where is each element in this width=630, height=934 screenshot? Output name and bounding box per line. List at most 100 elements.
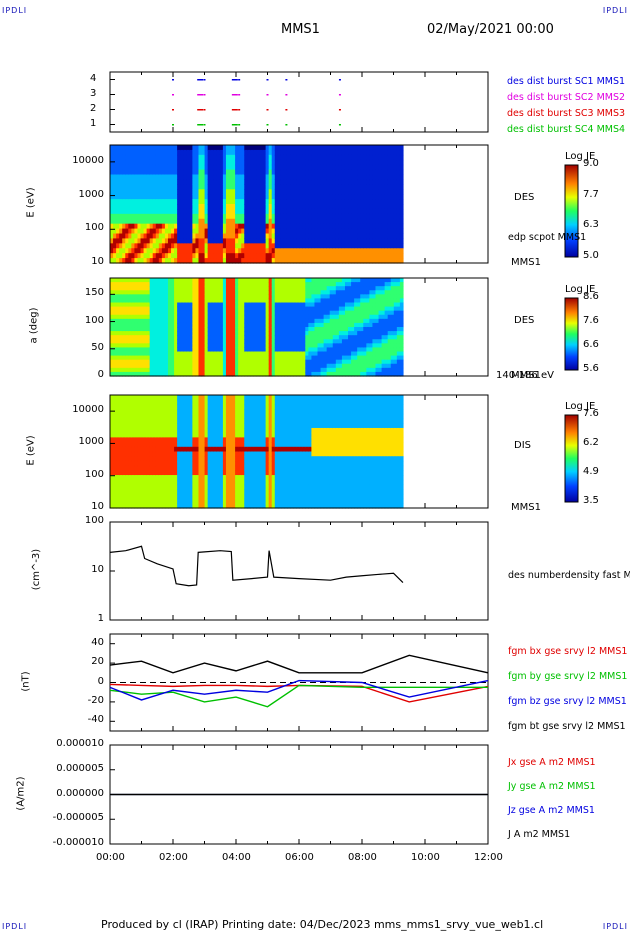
panel-frame-over-2 <box>109 277 489 377</box>
corner-logo-tr: IPDLI <box>602 6 628 15</box>
colorbar-tick: 6.2 <box>583 437 599 448</box>
y-axis-label: (cm^-3) <box>31 548 43 591</box>
heatmap-2 <box>110 278 404 377</box>
field-line-3 <box>109 654 489 674</box>
corner-logo-tl: IPDLI <box>2 6 28 15</box>
legend-0: des dist burst SC1 MMS1 <box>507 76 626 87</box>
burst-marker <box>172 124 174 126</box>
burst-marker <box>285 124 288 126</box>
burst-marker <box>197 124 204 126</box>
colorbar-title: Log JE <box>565 151 596 162</box>
y-tick-label: 0 <box>97 675 104 687</box>
field-line-2 <box>109 679 489 701</box>
burst-marker <box>238 94 241 96</box>
y-axis-label: E (eV) <box>25 187 37 218</box>
y-tick-label: -0.000005 <box>52 812 104 824</box>
x-tick-label: 06:00 <box>285 852 314 863</box>
burst-marker <box>338 124 341 126</box>
series-label: des numberdensity fast M <box>508 570 630 581</box>
colorbar-tick: 7.6 <box>583 408 599 419</box>
field-line-1 <box>109 684 488 708</box>
y-tick-label: 100 <box>84 468 104 480</box>
mission-title: MMS1 <box>281 22 320 37</box>
burst-marker <box>285 94 288 96</box>
y-tick-label: 10000 <box>72 404 104 416</box>
legend-1: fgm by gse srvy l2 MMS1 <box>508 671 628 682</box>
y-tick-label: 1 <box>97 613 104 624</box>
burst-marker <box>238 124 241 126</box>
instrument-label: DES <box>514 315 535 326</box>
legend-3: des dist burst SC4 MMS4 <box>507 124 626 135</box>
legend-0: Jx gse A m2 MMS1 <box>508 757 596 768</box>
field-line-0 <box>109 683 489 703</box>
burst-marker <box>338 79 341 81</box>
y-tick-label: -20 <box>87 694 104 706</box>
y-tick-label: 40 <box>91 636 104 648</box>
heatmap-3 <box>110 395 404 509</box>
x-tick-label: 08:00 <box>348 852 377 863</box>
y-tick-label: 1 <box>90 117 97 129</box>
burst-marker <box>203 79 206 81</box>
y-tick-label: 10 <box>91 256 104 267</box>
burst-marker <box>338 109 341 111</box>
panel-frame-0 <box>109 71 489 133</box>
colorbar-tick: 6.6 <box>583 339 599 350</box>
x-tick-label: 12:00 <box>474 852 503 863</box>
burst-marker <box>266 79 269 81</box>
x-tick-label: 10:00 <box>411 852 440 863</box>
y-tick-label: 100 <box>84 222 104 234</box>
colorbar-1 <box>564 164 579 258</box>
y-tick-label: 20 <box>91 656 104 668</box>
y-axis-label: E (eV) <box>25 434 37 466</box>
y-tick-label: 0 <box>97 369 104 380</box>
y-tick-label: 50 <box>91 341 104 353</box>
density-line <box>109 545 404 587</box>
colorbar-tick: 6.3 <box>583 219 599 231</box>
spacecraft-label: MMS1 <box>511 370 541 381</box>
colorbar-tick: 7.6 <box>583 315 599 326</box>
spacecraft-label: MMS1 <box>511 257 541 268</box>
burst-marker <box>266 109 269 111</box>
burst-marker <box>266 124 269 126</box>
spacecraft-label: MMS1 <box>511 502 541 513</box>
date-title: 02/May/2021 00:00 <box>427 22 554 37</box>
legend-3: fgm bt gse srvy l2 MMS1 <box>508 721 626 732</box>
y-tick-label: 100 <box>84 515 104 526</box>
burst-marker <box>231 124 238 126</box>
y-tick-label: 3 <box>90 87 97 99</box>
burst-marker <box>197 109 204 111</box>
burst-marker <box>285 109 288 111</box>
y-tick-label: 10 <box>91 501 104 512</box>
y-tick-label: -40 <box>87 714 104 726</box>
burst-marker <box>285 79 288 81</box>
colorbar-title: Log JE <box>565 284 596 295</box>
y-tick-label: -0.000010 <box>52 837 104 848</box>
colorbar-tick: 8.6 <box>583 291 599 302</box>
burst-marker <box>203 124 206 126</box>
colorbar-tick: 9.0 <box>583 158 599 169</box>
y-tick-label: 0.000000 <box>56 787 104 799</box>
colorbar-tick: 7.7 <box>583 188 599 200</box>
colorbar-3 <box>564 414 579 503</box>
y-tick-label: 100 <box>84 314 104 326</box>
colorbar-title: Log JE <box>565 401 596 412</box>
y-axis-label: (nT) <box>20 670 32 692</box>
y-tick-label: 4 <box>90 72 97 84</box>
burst-marker <box>203 94 206 96</box>
x-tick-label: 02:00 <box>159 852 188 863</box>
burst-marker <box>231 79 238 81</box>
colorbar-tick: 3.5 <box>583 495 599 506</box>
burst-marker <box>338 94 341 96</box>
legend-3: J A m2 MMS1 <box>508 829 571 840</box>
y-tick-label: 10 <box>91 564 104 575</box>
legend-2: Jz gse A m2 MMS1 <box>508 805 595 816</box>
instrument-label: DES <box>514 192 535 203</box>
burst-marker <box>238 109 241 111</box>
y-tick-label: 0.000005 <box>56 762 104 774</box>
y-tick-label: 2 <box>90 102 97 114</box>
legend-2: fgm bz gse srvy l2 MMS1 <box>508 696 627 707</box>
burst-marker <box>238 79 241 81</box>
burst-marker <box>203 109 206 111</box>
colorbar-2 <box>564 297 579 371</box>
